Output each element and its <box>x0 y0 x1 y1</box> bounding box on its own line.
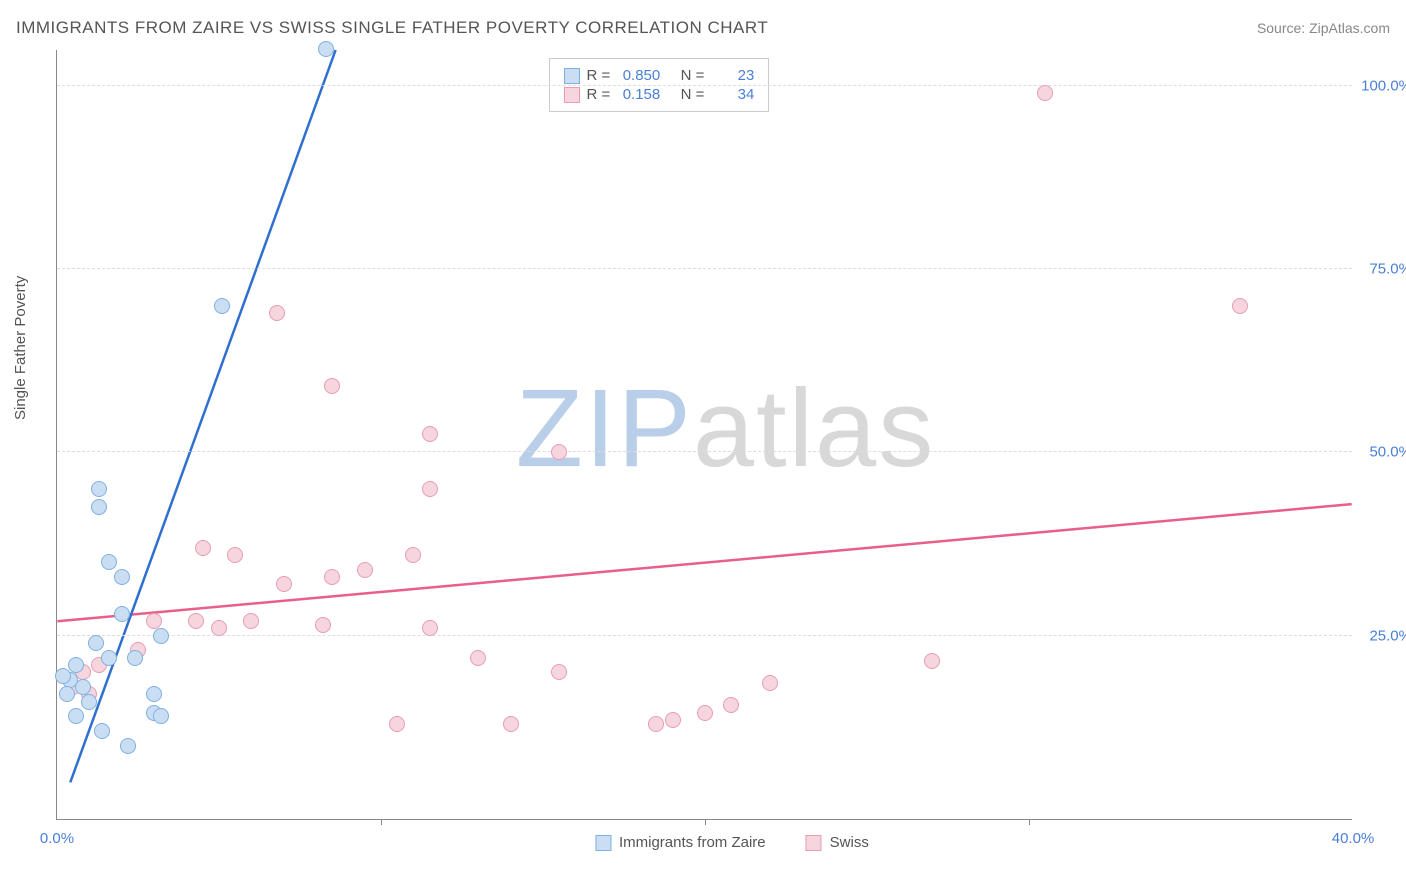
legend: Immigrants from Zaire Swiss <box>595 834 869 851</box>
data-point-swiss <box>723 697 739 713</box>
data-point-swiss <box>551 664 567 680</box>
data-point-zaire <box>75 679 91 695</box>
data-point-zaire <box>101 554 117 570</box>
data-point-swiss <box>470 650 486 666</box>
data-point-zaire <box>153 708 169 724</box>
legend-swatch-swiss <box>806 835 822 851</box>
r-value-zaire: 0.850 <box>616 67 660 84</box>
data-point-swiss <box>551 444 567 460</box>
n-value-zaire: 23 <box>710 67 754 84</box>
data-point-swiss <box>243 613 259 629</box>
data-point-swiss <box>422 426 438 442</box>
r-label: R = <box>586 67 610 84</box>
data-point-zaire <box>318 41 334 57</box>
data-point-zaire <box>214 298 230 314</box>
data-point-zaire <box>153 628 169 644</box>
data-point-swiss <box>1232 298 1248 314</box>
x-tick-mark <box>381 819 382 825</box>
data-point-zaire <box>101 650 117 666</box>
data-point-swiss <box>665 712 681 728</box>
data-point-swiss <box>503 716 519 732</box>
y-tick-label: 75.0% <box>1357 261 1406 278</box>
data-point-zaire <box>88 635 104 651</box>
stats-row-zaire: R = 0.850 N = 23 <box>564 67 754 84</box>
gridline <box>57 85 1352 86</box>
data-point-swiss <box>146 613 162 629</box>
data-point-zaire <box>55 668 71 684</box>
data-point-zaire <box>146 686 162 702</box>
data-point-swiss <box>269 305 285 321</box>
stats-row-swiss: R = 0.158 N = 34 <box>564 86 754 103</box>
y-tick-label: 100.0% <box>1357 77 1406 94</box>
data-point-swiss <box>315 617 331 633</box>
watermark: ZIPatlas <box>516 365 935 492</box>
data-point-zaire <box>68 657 84 673</box>
r-value-swiss: 0.158 <box>616 86 660 103</box>
data-point-swiss <box>389 716 405 732</box>
legend-item-zaire: Immigrants from Zaire <box>595 834 766 851</box>
legend-swatch-swiss <box>564 87 580 103</box>
legend-label-zaire: Immigrants from Zaire <box>619 834 766 851</box>
data-point-swiss <box>324 569 340 585</box>
x-tick-mark <box>1029 819 1030 825</box>
watermark-atlas: atlas <box>693 367 935 490</box>
n-label: N = <box>681 86 705 103</box>
legend-swatch-zaire <box>564 68 580 84</box>
data-point-zaire <box>91 499 107 515</box>
data-point-swiss <box>405 547 421 563</box>
data-point-zaire <box>120 738 136 754</box>
data-point-swiss <box>188 613 204 629</box>
data-point-zaire <box>114 606 130 622</box>
data-point-swiss <box>762 675 778 691</box>
legend-label-swiss: Swiss <box>830 834 869 851</box>
chart-title: IMMIGRANTS FROM ZAIRE VS SWISS SINGLE FA… <box>16 18 768 38</box>
data-point-swiss <box>195 540 211 556</box>
data-point-swiss <box>422 481 438 497</box>
data-point-zaire <box>127 650 143 666</box>
data-point-zaire <box>91 481 107 497</box>
trend-lines-layer <box>57 50 1352 819</box>
x-tick-label: 0.0% <box>40 830 74 847</box>
data-point-swiss <box>324 378 340 394</box>
data-point-swiss <box>697 705 713 721</box>
legend-swatch-zaire <box>595 835 611 851</box>
data-point-zaire <box>81 694 97 710</box>
watermark-zip: ZIP <box>516 367 693 490</box>
y-tick-label: 50.0% <box>1357 444 1406 461</box>
gridline <box>57 451 1352 452</box>
data-point-swiss <box>211 620 227 636</box>
x-tick-mark <box>705 819 706 825</box>
x-tick-label: 40.0% <box>1332 830 1375 847</box>
data-point-zaire <box>68 708 84 724</box>
gridline <box>57 635 1352 636</box>
y-tick-label: 25.0% <box>1357 627 1406 644</box>
data-point-swiss <box>648 716 664 732</box>
r-label: R = <box>586 86 610 103</box>
data-point-swiss <box>1037 85 1053 101</box>
scatter-plot-area: ZIPatlas R = 0.850 N = 23 R = 0.158 N = … <box>56 50 1352 820</box>
source-attribution: Source: ZipAtlas.com <box>1257 20 1390 36</box>
n-value-swiss: 34 <box>710 86 754 103</box>
data-point-swiss <box>924 653 940 669</box>
legend-item-swiss: Swiss <box>806 834 869 851</box>
data-point-zaire <box>59 686 75 702</box>
gridline <box>57 268 1352 269</box>
n-label: N = <box>681 67 705 84</box>
data-point-swiss <box>276 576 292 592</box>
data-point-swiss <box>422 620 438 636</box>
data-point-swiss <box>357 562 373 578</box>
y-axis-label: Single Father Poverty <box>12 276 29 420</box>
data-point-zaire <box>94 723 110 739</box>
data-point-zaire <box>114 569 130 585</box>
data-point-swiss <box>227 547 243 563</box>
